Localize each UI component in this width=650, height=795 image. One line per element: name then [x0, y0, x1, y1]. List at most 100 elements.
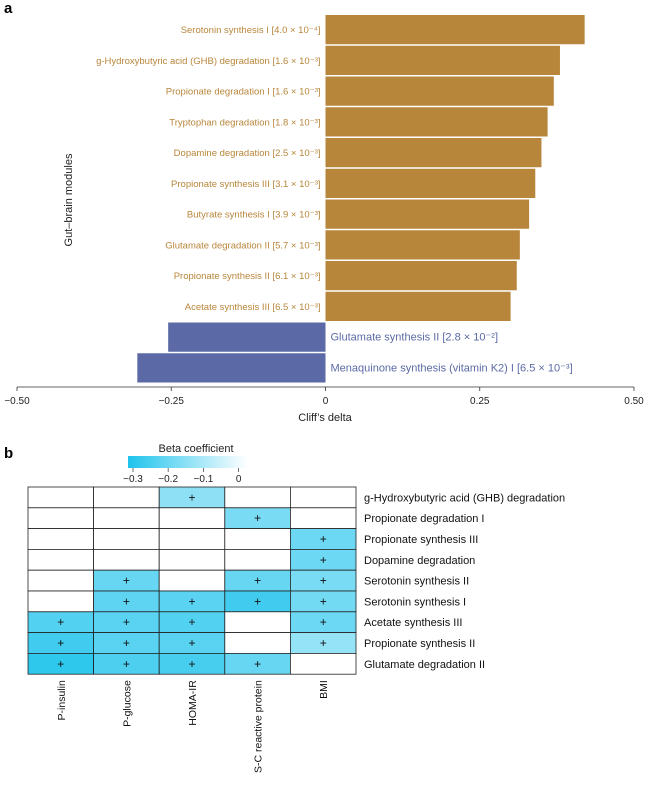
heatmap-column-label: P-insulin	[56, 680, 68, 720]
significance-marker: +	[320, 574, 327, 588]
significance-marker: +	[188, 615, 195, 629]
heatmap-cell	[224, 528, 291, 550]
heatmap-row-label: Serotonin synthesis I	[364, 596, 466, 608]
heatmap-column-labels-group: P-insulin P-glucose HOMA-IR S-C reactive pr…	[56, 680, 330, 773]
heatmap-cell	[93, 486, 160, 509]
significance-marker: +	[320, 615, 327, 629]
bar-label: Butyrate synthesis I [3.9 × 10⁻³]	[187, 210, 321, 221]
significance-marker: +	[57, 636, 64, 650]
heatmap-row-label: Propionate degradation I	[364, 513, 484, 525]
heatmap-cell	[224, 632, 291, 654]
heatmap-row-label: Serotonin synthesis II	[364, 576, 469, 588]
heatmap-cell	[27, 528, 94, 550]
x-tick-label: −0.25	[159, 396, 185, 407]
bar-label: Dopamine degradation [2.5 × 10⁻³]	[174, 148, 321, 159]
x-tick-label: 0.50	[624, 396, 644, 407]
heatmap-cell	[224, 486, 291, 509]
significance-marker: +	[123, 636, 130, 650]
bar	[137, 353, 326, 383]
heatmap-cell	[158, 569, 226, 592]
x-axis-title: Cliff’s delta	[298, 412, 352, 424]
bar-label: Propionate synthesis III [3.1 × 10⁻³]	[171, 179, 320, 190]
significance-marker: +	[188, 657, 195, 671]
heatmap-column-label: HOMA-IR	[187, 680, 199, 726]
heatmap-row-label: Acetate synthesis III	[364, 617, 462, 629]
heatmap-cell	[27, 486, 94, 509]
colorbar-tick-label: 0	[236, 474, 242, 485]
bar	[325, 45, 560, 75]
bar-label: g-Hydroxybutyric acid (GHB) degradation …	[96, 56, 320, 67]
bar-label: Glutamate synthesis II [2.8 × 10⁻²]	[331, 332, 499, 344]
significance-marker: +	[320, 594, 327, 608]
bar	[325, 138, 542, 168]
bar	[325, 168, 536, 198]
heatmap-cell	[93, 507, 160, 529]
bar	[325, 291, 511, 321]
heatmap-cell	[27, 590, 94, 613]
heatmap-cell	[27, 507, 94, 529]
heatmap-cell	[27, 549, 94, 571]
significance-marker: +	[188, 490, 195, 504]
significance-marker: +	[254, 511, 261, 525]
heatmap-cell	[27, 569, 94, 592]
heatmap-row-label: Dopamine degradation	[364, 555, 475, 567]
heatmap-cell	[289, 507, 357, 529]
bar-label: Tryptophan degradation [1.8 × 10⁻³]	[169, 117, 320, 128]
colorbar-tick-label: −0.3	[123, 474, 143, 485]
bars-group	[137, 15, 585, 383]
bar-label: Acetate synthesis III [6.5 × 10⁻³]	[185, 302, 321, 313]
significance-marker: +	[123, 574, 130, 588]
colorbar: Beta coefficient −0.3 −0.2 −0.1 0	[123, 443, 248, 485]
significance-marker: +	[123, 657, 130, 671]
heatmap-row-label: Propionate synthesis II	[364, 638, 475, 650]
colorbar-gradient	[128, 456, 248, 468]
significance-marker: +	[188, 594, 195, 608]
heatmap-cell	[93, 549, 160, 571]
heatmap-cell	[158, 507, 226, 529]
bar	[325, 107, 548, 137]
bar-label: Propionate synthesis II [6.1 × 10⁻³]	[174, 271, 321, 282]
bar-label: Serotonin synthesis I [4.0 × 10⁻⁴]	[181, 25, 321, 36]
significance-marker: +	[188, 636, 195, 650]
panel-b-label: b	[4, 445, 13, 462]
y-axis-title: Gut–brain modules	[63, 153, 75, 246]
significance-marker: +	[123, 615, 130, 629]
x-ticks-group: −0.50 −0.25 0 0.25 0.50	[4, 387, 644, 407]
heatmap-row-labels-group: g-Hydroxybutyric acid (GHB) degradation P…	[364, 492, 565, 670]
bar-labels-group: Serotonin synthesis I [4.0 × 10⁻⁴] g-Hydr…	[96, 25, 573, 374]
heatmap-column-label: BMI	[318, 680, 330, 699]
heatmap-column-label: P-glucose	[121, 680, 133, 727]
significance-marker: +	[123, 594, 130, 608]
x-tick-label: 0	[323, 396, 329, 407]
significance-marker: +	[320, 636, 327, 650]
significance-marker: +	[57, 657, 64, 671]
heatmap-row-label: Glutamate degradation II	[364, 659, 485, 671]
heatmap-cell	[158, 549, 226, 571]
heatmap-cell	[224, 611, 291, 633]
bar	[325, 230, 520, 260]
heatmap-row-label: Propionate synthesis III	[364, 534, 478, 546]
heatmap-cell	[289, 653, 357, 675]
colorbar-title: Beta coefficient	[158, 443, 233, 455]
heatmap-column-label: S-C reactive protein	[253, 680, 265, 773]
bar	[168, 322, 326, 352]
heatmap: + + + + + + + + + + + + + + + + + + + + + + + g-Hydroxybutyric…	[27, 486, 565, 773]
significance-marker: +	[320, 532, 327, 546]
colorbar-tick-label: −0.2	[158, 474, 178, 485]
bar-label: Menaquinone synthesis (vitamin K2) I [6.…	[331, 362, 573, 374]
bar	[325, 199, 530, 229]
bar	[325, 76, 554, 106]
panel-a-label: a	[4, 0, 13, 17]
colorbar-tick-label: −0.1	[194, 474, 214, 485]
heatmap-cells-group: + + + + + + + + + + + + + + + + + + + + + + +	[27, 486, 357, 675]
bar	[325, 261, 517, 291]
significance-marker: +	[57, 615, 64, 629]
significance-marker: +	[254, 657, 261, 671]
bar-label: Propionate degradation I [1.6 × 10⁻³]	[166, 87, 321, 98]
significance-marker: +	[254, 574, 261, 588]
bar-chart: Serotonin synthesis I [4.0 × 10⁻⁴] g-Hydr…	[4, 15, 644, 424]
heatmap-cell	[158, 528, 226, 550]
heatmap-cell	[93, 528, 160, 550]
heatmap-row-label: g-Hydroxybutyric acid (GHB) degradation	[364, 492, 565, 504]
